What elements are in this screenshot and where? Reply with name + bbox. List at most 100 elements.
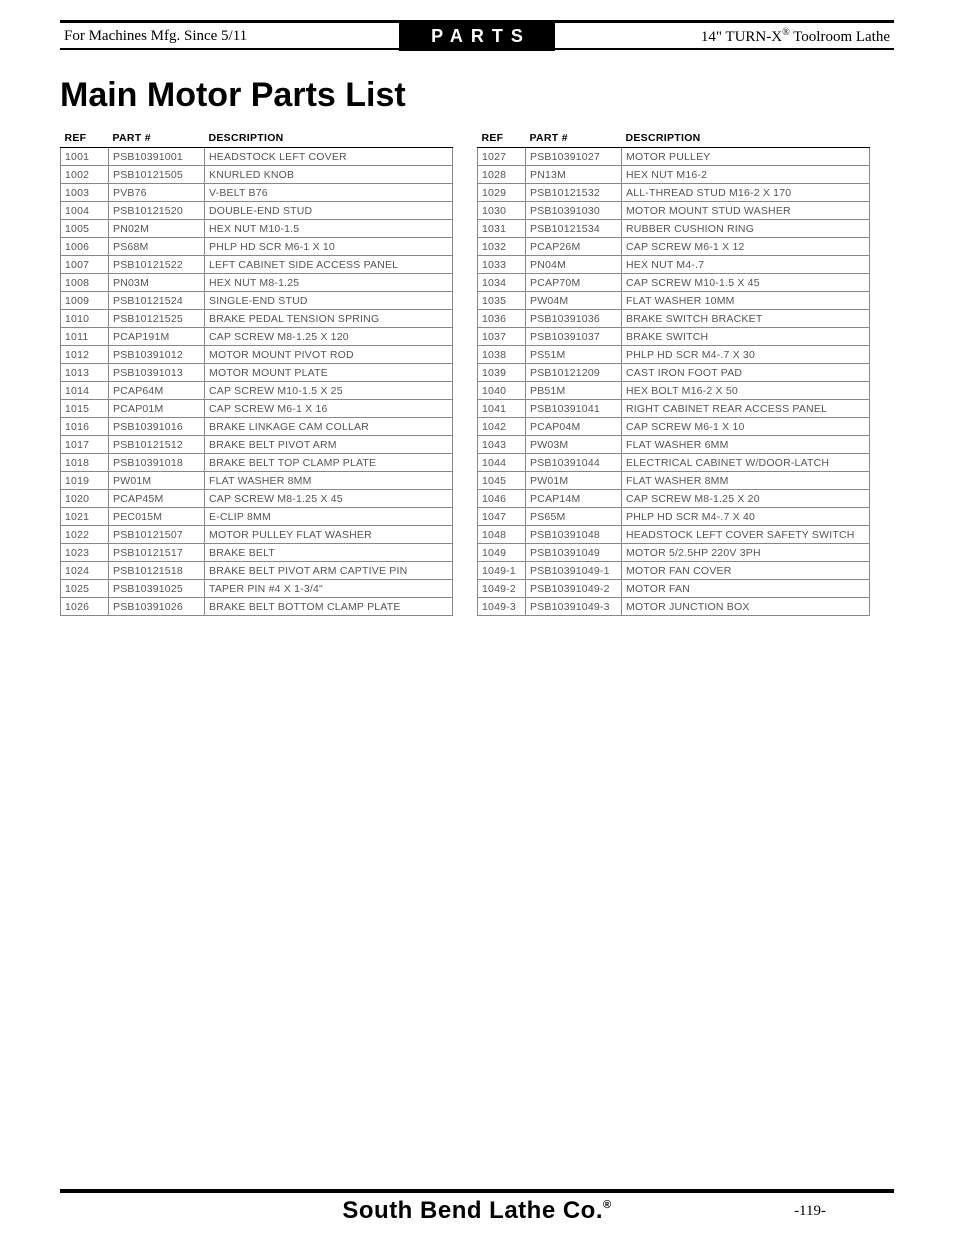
cell-desc: HEX NUT M4-.7 <box>622 256 870 274</box>
table-row: 1002PSB10121505KNURLED KNOB <box>61 166 453 184</box>
cell-part: PSB10391036 <box>526 310 622 328</box>
cell-desc: E-CLIP 8MM <box>205 508 453 526</box>
cell-ref: 1047 <box>478 508 526 526</box>
cell-part: PSB10391049-2 <box>526 580 622 598</box>
cell-desc: BRAKE SWITCH <box>622 328 870 346</box>
table-row: 1008PN03MHEX NUT M8-1.25 <box>61 274 453 292</box>
cell-ref: 1002 <box>61 166 109 184</box>
cell-desc: CAP SCREW M8-1.25 X 120 <box>205 328 453 346</box>
cell-part: PW03M <box>526 436 622 454</box>
table-row: 1015PCAP01MCAP SCREW M6-1 X 16 <box>61 400 453 418</box>
table-row: 1006PS68MPHLP HD SCR M6-1 X 10 <box>61 238 453 256</box>
cell-ref: 1036 <box>478 310 526 328</box>
cell-desc: CAP SCREW M6-1 X 10 <box>622 418 870 436</box>
cell-ref: 1040 <box>478 382 526 400</box>
cell-ref: 1049-2 <box>478 580 526 598</box>
cell-part: PSB10121512 <box>109 436 205 454</box>
footer-divider <box>60 1189 894 1193</box>
cell-part: PSB10121520 <box>109 202 205 220</box>
table-row: 1038PS51MPHLP HD SCR M4-.7 X 30 <box>478 346 870 364</box>
cell-desc: CAP SCREW M6-1 X 16 <box>205 400 453 418</box>
table-row: 1049PSB10391049MOTOR 5/2.5HP 220V 3PH <box>478 544 870 562</box>
table-row: 1030PSB10391030MOTOR MOUNT STUD WASHER <box>478 202 870 220</box>
table-row: 1010PSB10121525BRAKE PEDAL TENSION SPRIN… <box>61 310 453 328</box>
cell-ref: 1024 <box>61 562 109 580</box>
table-row: 1036PSB10391036BRAKE SWITCH BRACKET <box>478 310 870 328</box>
cell-ref: 1030 <box>478 202 526 220</box>
cell-part: PCAP64M <box>109 382 205 400</box>
table-row: 1026PSB10391026BRAKE BELT BOTTOM CLAMP P… <box>61 598 453 616</box>
cell-desc: BRAKE PEDAL TENSION SPRING <box>205 310 453 328</box>
cell-part: PCAP14M <box>526 490 622 508</box>
table-row: 1024PSB10121518BRAKE BELT PIVOT ARM CAPT… <box>61 562 453 580</box>
table-row: 1022PSB10121507MOTOR PULLEY FLAT WASHER <box>61 526 453 544</box>
cell-ref: 1026 <box>61 598 109 616</box>
cell-part: PSB10121532 <box>526 184 622 202</box>
cell-part: PSB10391027 <box>526 148 622 166</box>
cell-part: PEC015M <box>109 508 205 526</box>
cell-desc: MOTOR FAN COVER <box>622 562 870 580</box>
table-row: 1049-2PSB10391049-2MOTOR FAN <box>478 580 870 598</box>
cell-part: PS68M <box>109 238 205 256</box>
table-row: 1042PCAP04MCAP SCREW M6-1 X 10 <box>478 418 870 436</box>
cell-ref: 1004 <box>61 202 109 220</box>
cell-desc: MOTOR FAN <box>622 580 870 598</box>
cell-ref: 1023 <box>61 544 109 562</box>
cell-ref: 1043 <box>478 436 526 454</box>
cell-ref: 1044 <box>478 454 526 472</box>
cell-desc: BRAKE BELT TOP CLAMP PLATE <box>205 454 453 472</box>
cell-desc: TAPER PIN #4 X 1-3/4" <box>205 580 453 598</box>
cell-part: PVB76 <box>109 184 205 202</box>
registered-mark-icon: ® <box>603 1199 612 1211</box>
cell-part: PSB10391048 <box>526 526 622 544</box>
table-row: 1028PN13MHEX NUT M16-2 <box>478 166 870 184</box>
table-header-row: REF PART # DESCRIPTION <box>61 129 453 148</box>
parts-table-right: REF PART # DESCRIPTION 1027PSB10391027MO… <box>477 129 870 616</box>
cell-desc: PHLP HD SCR M4-.7 X 30 <box>622 346 870 364</box>
cell-desc: HEADSTOCK LEFT COVER <box>205 148 453 166</box>
cell-ref: 1037 <box>478 328 526 346</box>
cell-ref: 1049-1 <box>478 562 526 580</box>
header-left-text: For Machines Mfg. Since 5/11 <box>60 28 399 45</box>
cell-desc: MOTOR 5/2.5HP 220V 3PH <box>622 544 870 562</box>
header-right-text: 14" TURN-X® Toolroom Lathe <box>555 27 894 46</box>
cell-desc: BRAKE BELT BOTTOM CLAMP PLATE <box>205 598 453 616</box>
table-row: 1007PSB10121522LEFT CABINET SIDE ACCESS … <box>61 256 453 274</box>
cell-ref: 1032 <box>478 238 526 256</box>
table-row: 1040PB51MHEX BOLT M16-2 X 50 <box>478 382 870 400</box>
cell-part: PSB10121522 <box>109 256 205 274</box>
cell-ref: 1038 <box>478 346 526 364</box>
cell-part: PSB10391016 <box>109 418 205 436</box>
table-row: 1020PCAP45MCAP SCREW M8-1.25 X 45 <box>61 490 453 508</box>
cell-desc: BRAKE BELT PIVOT ARM CAPTIVE PIN <box>205 562 453 580</box>
table-row: 1048PSB10391048HEADSTOCK LEFT COVER SAFE… <box>478 526 870 544</box>
cell-ref: 1018 <box>61 454 109 472</box>
page-header: For Machines Mfg. Since 5/11 PARTS 14" T… <box>60 20 894 50</box>
cell-ref: 1013 <box>61 364 109 382</box>
table-row: 1025PSB10391025TAPER PIN #4 X 1-3/4" <box>61 580 453 598</box>
cell-part: PSB10391037 <box>526 328 622 346</box>
page-number: -119- <box>794 1203 826 1220</box>
header-product-name: 14" TURN-X <box>701 29 782 45</box>
table-row: 1021PEC015ME-CLIP 8MM <box>61 508 453 526</box>
table-header-row: REF PART # DESCRIPTION <box>478 129 870 148</box>
cell-ref: 1045 <box>478 472 526 490</box>
cell-desc: DOUBLE-END STUD <box>205 202 453 220</box>
cell-desc: HEX BOLT M16-2 X 50 <box>622 382 870 400</box>
cell-desc: BRAKE LINKAGE CAM COLLAR <box>205 418 453 436</box>
cell-desc: MOTOR PULLEY FLAT WASHER <box>205 526 453 544</box>
col-header-part: PART # <box>109 129 205 148</box>
header-section-label: PARTS <box>399 22 555 51</box>
table-row: 1035PW04MFLAT WASHER 10MM <box>478 292 870 310</box>
table-row: 1049-1PSB10391049-1MOTOR FAN COVER <box>478 562 870 580</box>
table-row: 1047PS65MPHLP HD SCR M4-.7 X 40 <box>478 508 870 526</box>
cell-ref: 1035 <box>478 292 526 310</box>
table-row: 1027PSB10391027MOTOR PULLEY <box>478 148 870 166</box>
cell-part: PW04M <box>526 292 622 310</box>
cell-ref: 1022 <box>61 526 109 544</box>
cell-ref: 1009 <box>61 292 109 310</box>
cell-part: PSB10391012 <box>109 346 205 364</box>
cell-part: PCAP191M <box>109 328 205 346</box>
cell-ref: 1012 <box>61 346 109 364</box>
parts-tables-container: REF PART # DESCRIPTION 1001PSB10391001HE… <box>60 129 894 1189</box>
